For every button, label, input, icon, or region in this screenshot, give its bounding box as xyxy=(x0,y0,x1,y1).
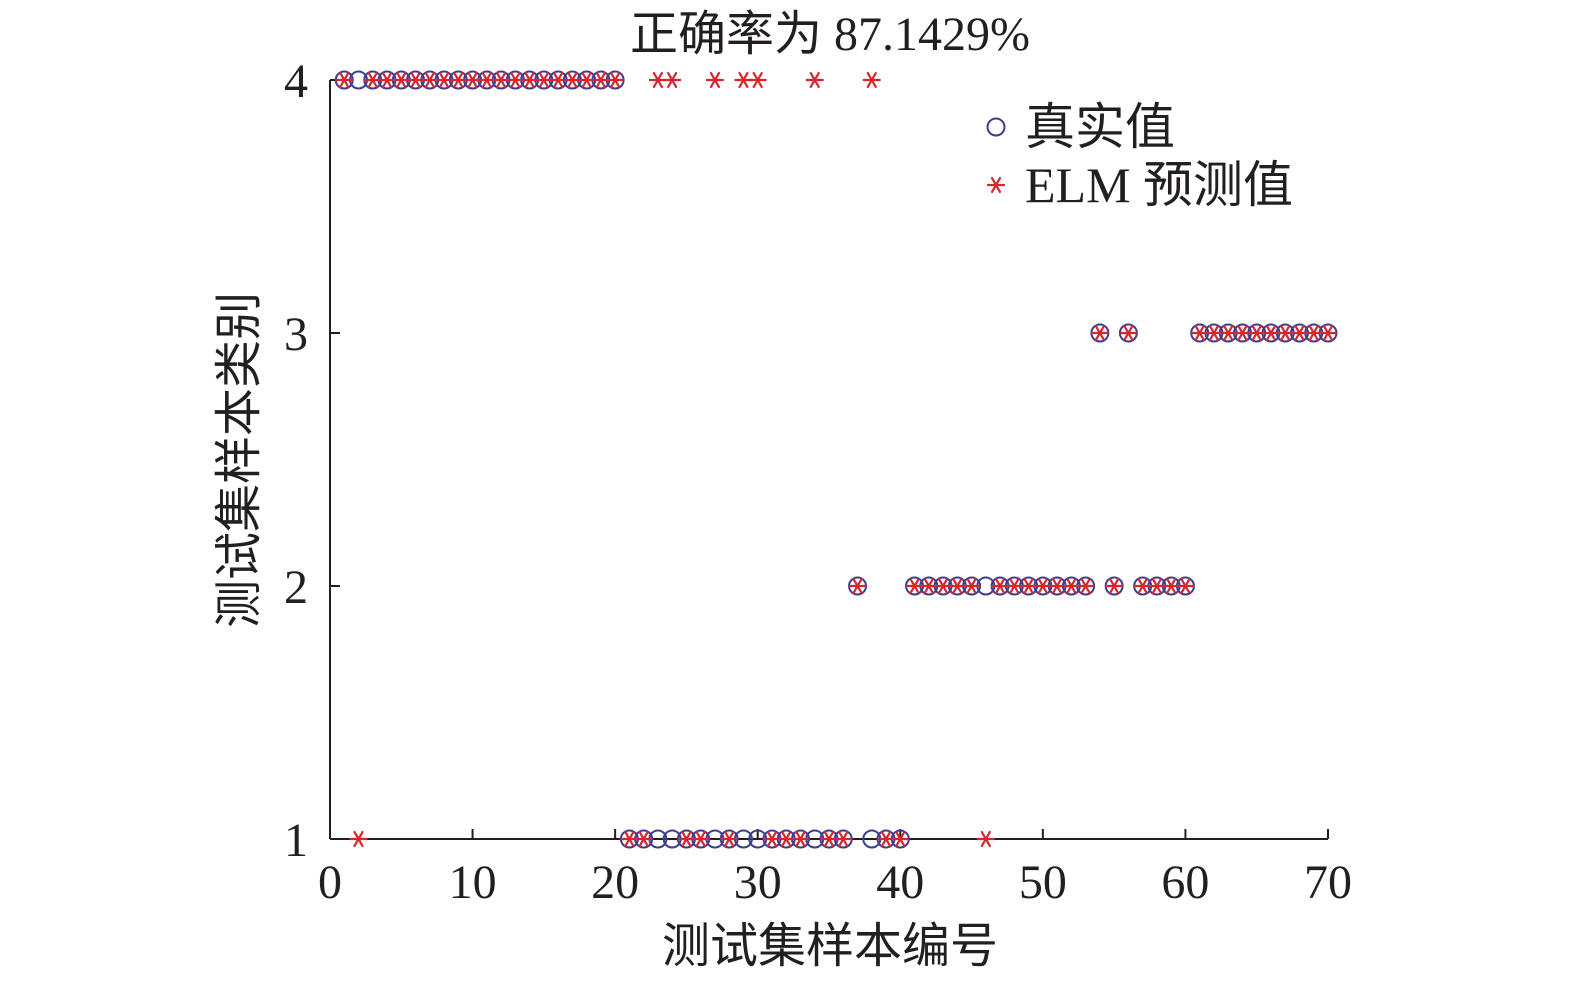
legend-circle-marker xyxy=(986,117,1006,137)
x-tick-label: 0 xyxy=(318,856,342,909)
x-tick-label: 30 xyxy=(734,856,782,909)
predicted-value-point xyxy=(891,830,910,848)
legend-label: ELM 预测值 xyxy=(1025,157,1293,213)
x-tick-label: 70 xyxy=(1304,856,1352,909)
predicted-value-point xyxy=(1176,577,1195,595)
predicted-value-point xyxy=(848,577,867,595)
legend-label: 真实值 xyxy=(1025,99,1175,155)
data-marks xyxy=(334,70,1338,849)
predicted-value-point xyxy=(634,830,653,848)
predicted-value-point xyxy=(976,830,995,848)
x-axis-label: 测试集样本编号 xyxy=(662,920,998,973)
predicted-value-point xyxy=(834,830,853,848)
predicted-value-point xyxy=(705,71,725,89)
y-tick-label: 2 xyxy=(284,561,308,614)
predicted-value-point xyxy=(805,71,824,89)
predicted-value-point xyxy=(748,71,767,89)
predicted-value-point xyxy=(1318,324,1338,342)
x-tick-label: 10 xyxy=(449,856,497,909)
x-tick-label: 40 xyxy=(876,856,924,909)
predicted-value-point xyxy=(335,71,354,89)
predicted-value-point xyxy=(1105,577,1124,595)
y-tick-label: 3 xyxy=(284,308,308,361)
x-tick-label: 50 xyxy=(1019,856,1067,909)
predicted-value-point xyxy=(691,830,710,848)
predicted-value-point xyxy=(862,71,881,89)
legend-asterisk-marker xyxy=(986,176,1006,194)
predicted-value-point xyxy=(1119,324,1138,342)
predicted-value-point xyxy=(720,830,739,848)
predicted-value-point xyxy=(349,830,368,848)
predicted-value-point xyxy=(1090,324,1109,342)
predicted-value-point xyxy=(606,71,625,89)
series-2 xyxy=(335,71,1338,848)
predicted-value-point xyxy=(962,577,981,595)
y-tick-label: 1 xyxy=(284,814,308,867)
predicted-value-point xyxy=(1076,577,1095,595)
predicted-value-point xyxy=(663,71,682,89)
chart-title: 正确率为 87.1429% xyxy=(630,8,1030,61)
predicted-value-point xyxy=(791,830,810,848)
axes: 0 10 20 30 40 50 60 70 1 2 3 4 xyxy=(284,55,1352,909)
y-tick-label: 4 xyxy=(284,55,308,108)
y-axis-label: 测试集样本类别 xyxy=(213,292,266,628)
x-tick-label: 60 xyxy=(1161,856,1209,909)
x-tick-label: 20 xyxy=(591,856,639,909)
